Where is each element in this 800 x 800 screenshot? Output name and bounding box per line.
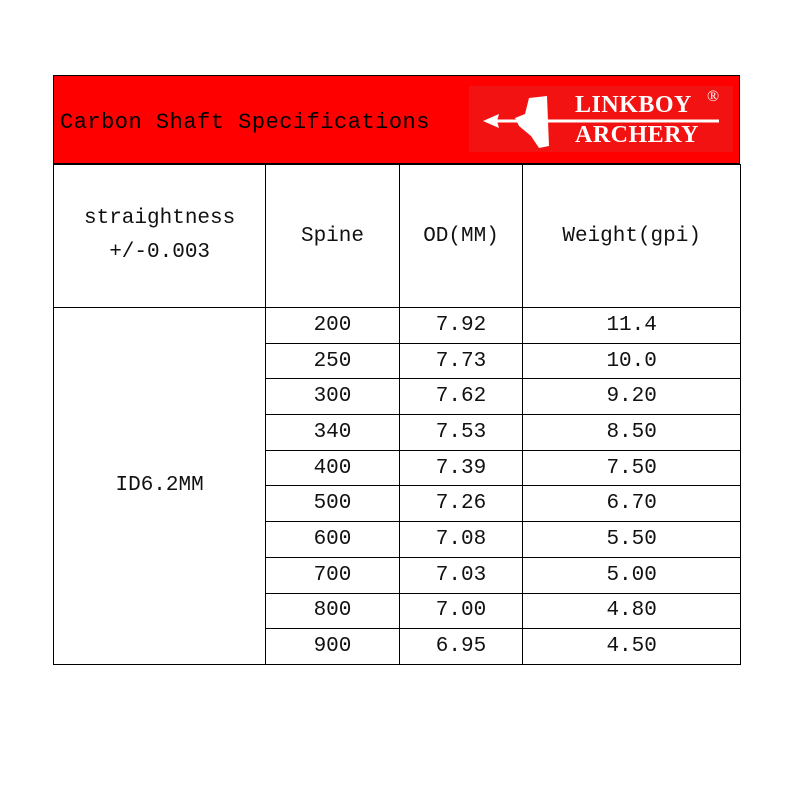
brand-logo: LINKBOY ARCHERY ® (469, 86, 733, 152)
od-cell: 7.03 (398, 556, 524, 594)
spec-table: straightness +/-0.003 Spine OD(MM) Weigh… (52, 164, 741, 665)
page-title: Carbon Shaft Specifications (60, 110, 430, 135)
weight-cell: 4.50 (522, 628, 741, 665)
weight-cell: 7.50 (522, 449, 741, 487)
od-cell: 7.39 (398, 449, 524, 487)
od-cell: 7.73 (398, 342, 524, 380)
od-cell: 7.26 (398, 485, 524, 523)
table-row: ID6.2MM 200 7.92 11.4 (52, 307, 741, 665)
header-weight: Weight(gpi) (522, 164, 741, 308)
table-row: 600 7.08 5.50 (54, 521, 741, 558)
table-row: 400 7.39 7.50 (54, 449, 741, 487)
weight-cell: 6.70 (522, 485, 741, 523)
table-row: 300 7.62 9.20 (54, 378, 741, 416)
od-cell: 7.62 (398, 378, 524, 416)
od-cell: 7.00 (398, 592, 524, 630)
weight-cell: 5.50 (522, 521, 741, 558)
weight-cell: 8.50 (522, 414, 741, 451)
header-straightness: straightness +/-0.003 (52, 164, 267, 308)
table-row: 340 7.53 8.50 (54, 414, 741, 451)
logo-line1: LINKBOY (575, 92, 692, 118)
table-row: 700 7.03 5.00 (54, 556, 741, 594)
spine-cell: 600 (265, 521, 400, 558)
spine-cell: 500 (265, 485, 400, 523)
logo-line2: ARCHERY (575, 122, 699, 148)
weight-cell: 10.0 (522, 342, 741, 380)
registered-mark: ® (707, 88, 720, 105)
header-od: OD(MM) (398, 164, 524, 308)
weight-cell: 5.00 (522, 556, 741, 594)
table-row: 800 7.00 4.80 (54, 592, 741, 630)
od-cell: 6.95 (398, 628, 524, 665)
header-row: straightness +/-0.003 Spine OD(MM) Weigh… (52, 164, 741, 308)
spine-cell: 300 (265, 378, 400, 416)
spine-cell: 900 (265, 628, 400, 665)
table-row: 900 6.95 4.50 (54, 628, 741, 665)
weight-cell: 11.4 (522, 307, 741, 344)
header-spine: Spine (265, 164, 400, 308)
spine-cell: 340 (265, 414, 400, 451)
table-row: 500 7.26 6.70 (54, 485, 741, 523)
od-cell: 7.53 (398, 414, 524, 451)
spine-cell: 800 (265, 592, 400, 630)
spine-cell: 400 (265, 449, 400, 487)
title-banner: Carbon Shaft Specifications LINKBOY ARCH… (53, 75, 740, 164)
archer-arrow-icon (483, 96, 719, 148)
spine-cell: 250 (265, 342, 400, 380)
spine-cell: 700 (265, 556, 400, 594)
weight-cell: 4.80 (522, 592, 741, 630)
od-cell: 7.08 (398, 521, 524, 558)
weight-cell: 9.20 (522, 378, 741, 416)
od-cell: 7.92 (398, 307, 524, 344)
spine-cell: 200 (265, 307, 400, 344)
table-row: 250 7.73 10.0 (54, 342, 741, 380)
group-label: ID6.2MM (52, 307, 267, 665)
